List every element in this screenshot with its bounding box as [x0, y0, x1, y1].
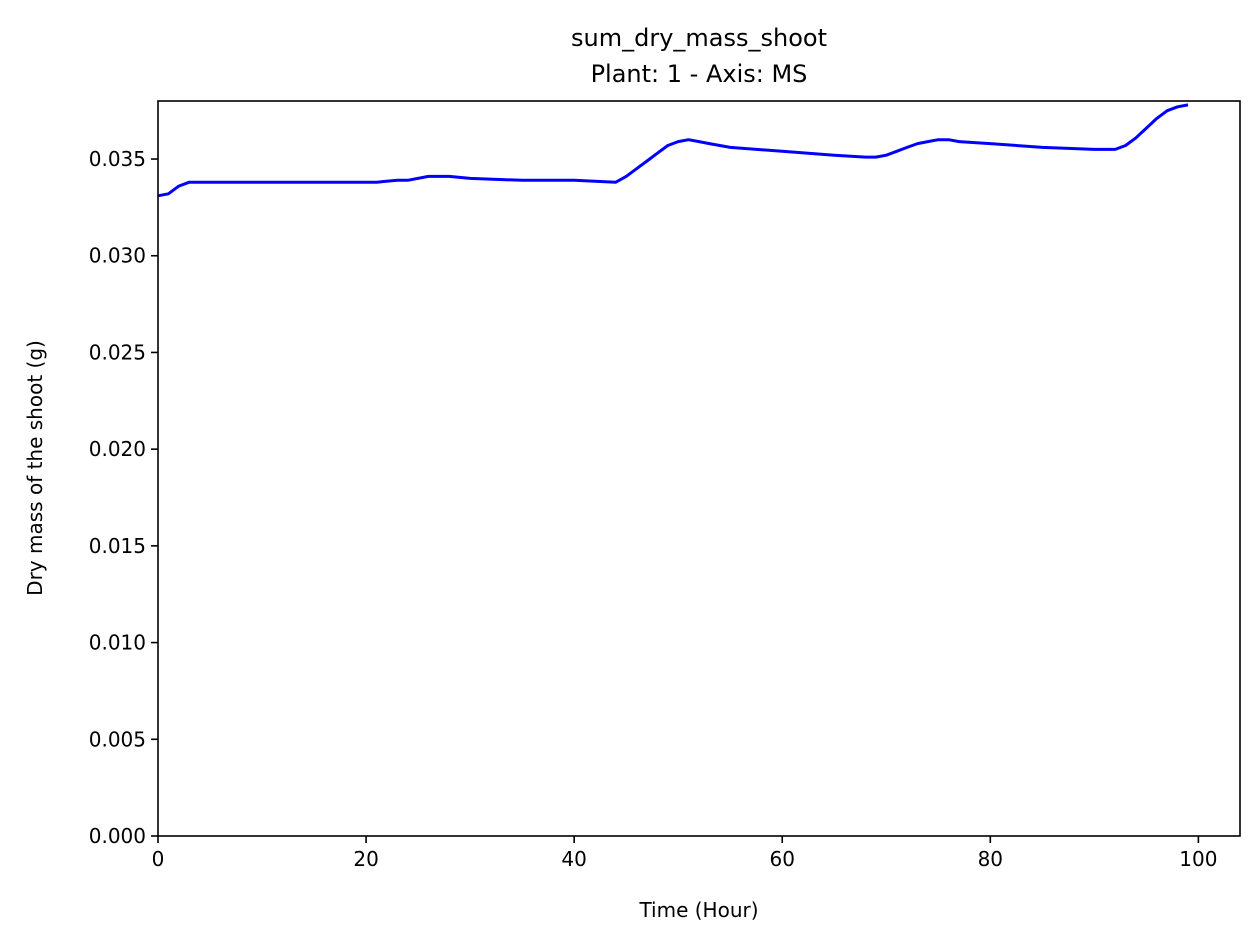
- chart-subtitle: Plant: 1 - Axis: MS: [591, 60, 808, 88]
- y-tick-label: 0.000: [89, 824, 146, 848]
- y-tick-label: 0.010: [89, 631, 146, 655]
- y-tick-label: 0.005: [89, 727, 146, 751]
- y-tick-label: 0.030: [89, 244, 146, 268]
- y-tick-label: 0.035: [89, 147, 146, 171]
- x-tick-label: 0: [152, 847, 165, 871]
- x-tick-label: 40: [561, 847, 586, 871]
- x-tick-label: 60: [770, 847, 795, 871]
- x-axis-ticks: 0 20 40 60 80 100: [152, 836, 1217, 871]
- x-axis-label: Time (Hour): [638, 898, 758, 922]
- y-axis-label: Dry mass of the shoot (g): [23, 340, 47, 596]
- x-tick-label: 20: [353, 847, 378, 871]
- series-line: [157, 103, 1189, 198]
- chart-title: sum_dry_mass_shoot: [571, 24, 827, 52]
- x-tick-label: 80: [978, 847, 1003, 871]
- y-tick-label: 0.025: [89, 340, 146, 364]
- x-tick-label: 100: [1179, 847, 1217, 871]
- y-axis-ticks: 0.000 0.005 0.010 0.015 0.020 0.025 0.030 0.035: [89, 147, 158, 848]
- plot-area-frame: [157, 100, 1241, 837]
- y-tick-label: 0.020: [89, 437, 146, 461]
- y-tick-label: 0.015: [89, 534, 146, 558]
